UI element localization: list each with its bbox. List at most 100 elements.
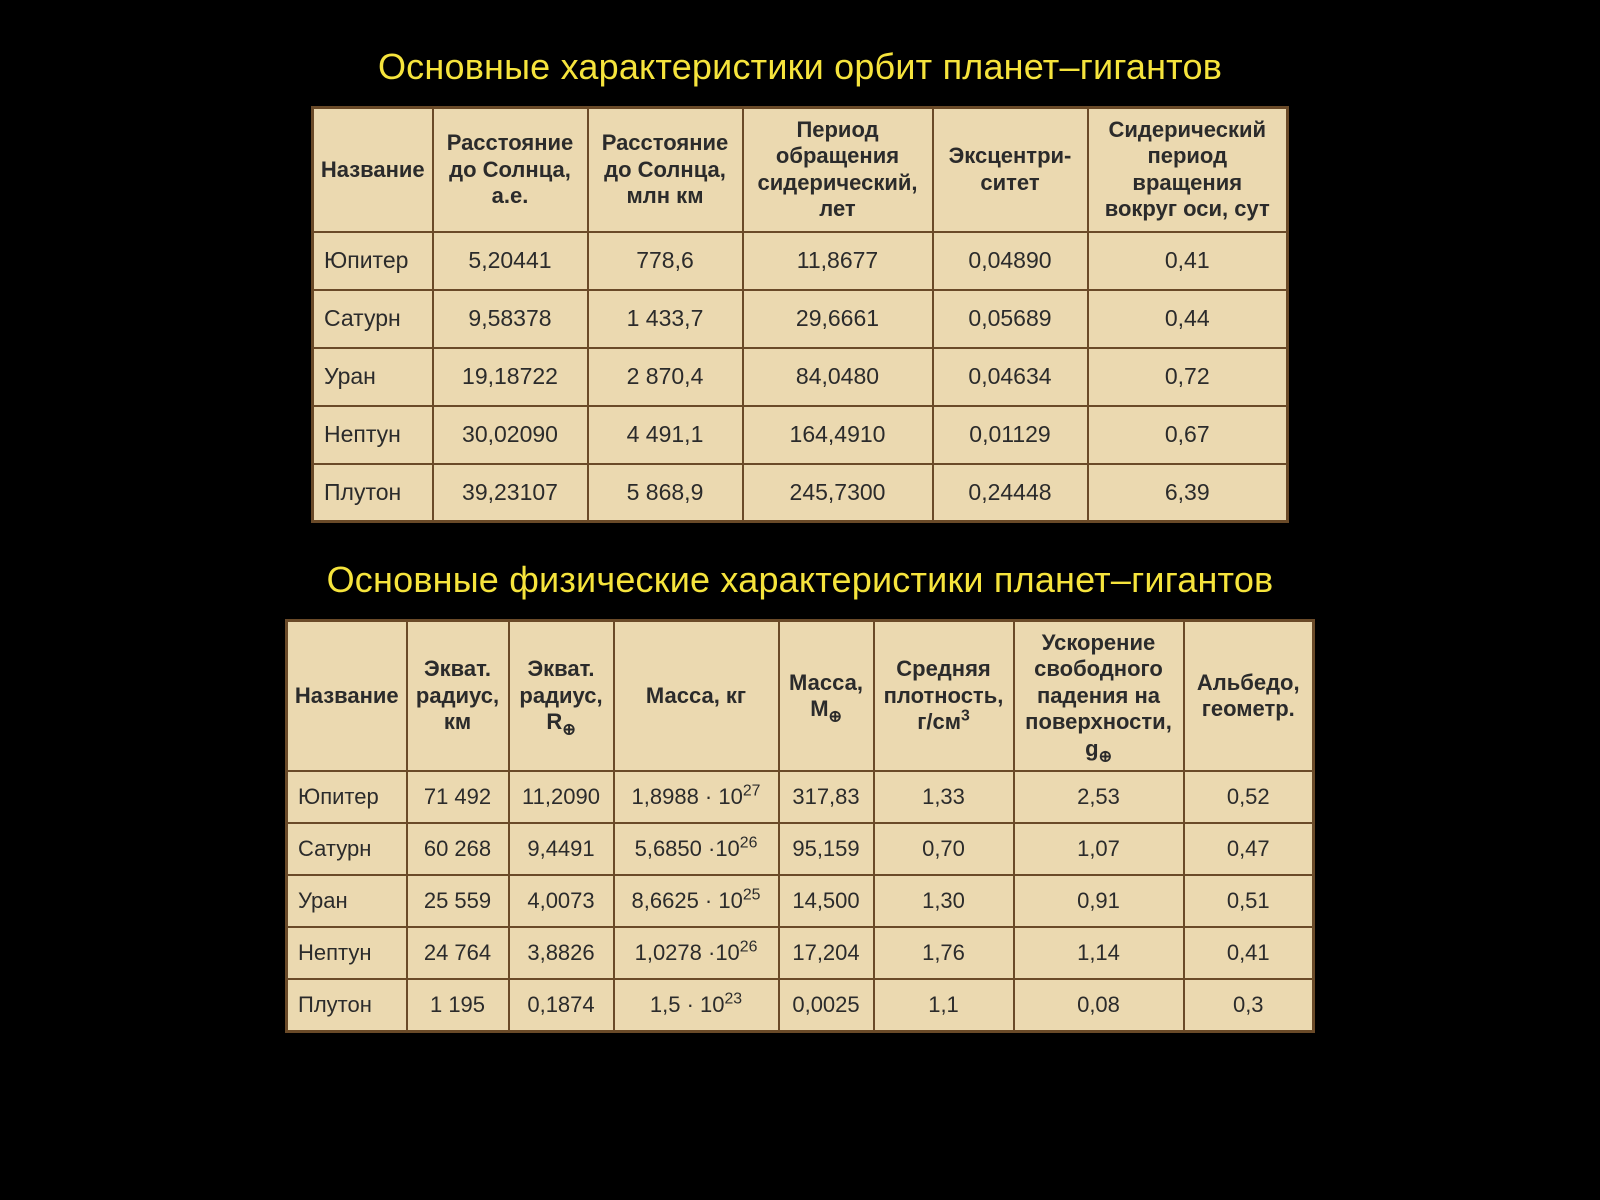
cell: 17,204 — [779, 927, 874, 979]
table-row: Нептун30,020904 491,1164,49100,011290,67 — [313, 406, 1288, 464]
cell: 24 764 — [407, 927, 509, 979]
table-row: Сатурн60 2689,44915,6850 ·102695,1590,70… — [287, 823, 1314, 875]
cell: 4,0073 — [509, 875, 614, 927]
cell: 3,8826 — [509, 927, 614, 979]
cell: 1,76 — [874, 927, 1014, 979]
row-name: Уран — [313, 348, 433, 406]
column-header: Название — [313, 108, 433, 232]
cell: 0,44 — [1088, 290, 1288, 348]
cell: 0,41 — [1088, 232, 1288, 290]
cell: 0,67 — [1088, 406, 1288, 464]
cell: 1,33 — [874, 771, 1014, 823]
cell: 0,01129 — [933, 406, 1088, 464]
column-header: Сидерический период вращения вокруг оси,… — [1088, 108, 1288, 232]
cell: 95,159 — [779, 823, 874, 875]
cell: 5 868,9 — [588, 464, 743, 522]
physical-table-body: Юпитер71 49211,20901,8988 · 1027317,831,… — [287, 771, 1314, 1031]
cell: 164,4910 — [743, 406, 933, 464]
cell: 0,91 — [1014, 875, 1184, 927]
table1-title: Основные характеристики орбит планет–гиг… — [378, 46, 1222, 88]
row-name: Уран — [287, 875, 407, 927]
cell: 1,5 · 1023 — [614, 979, 779, 1031]
column-header: Название — [287, 621, 407, 771]
cell: 39,23107 — [433, 464, 588, 522]
cell: 5,6850 ·1026 — [614, 823, 779, 875]
cell: 0,70 — [874, 823, 1014, 875]
cell: 0,1874 — [509, 979, 614, 1031]
row-name: Юпитер — [313, 232, 433, 290]
cell: 11,2090 — [509, 771, 614, 823]
row-name: Сатурн — [287, 823, 407, 875]
row-name: Плутон — [287, 979, 407, 1031]
cell: 245,7300 — [743, 464, 933, 522]
column-header: Альбедо, геометр. — [1184, 621, 1314, 771]
table-row: Юпитер71 49211,20901,8988 · 1027317,831,… — [287, 771, 1314, 823]
row-name: Нептун — [313, 406, 433, 464]
orbit-table-head: НазваниеРасстояние до Солнца, а.е.Рассто… — [313, 108, 1288, 232]
table-row: Нептун24 7643,88261,0278 ·102617,2041,76… — [287, 927, 1314, 979]
column-header: Эксцентри-ситет — [933, 108, 1088, 232]
cell: 0,08 — [1014, 979, 1184, 1031]
column-header: Период обращения сидерический, лет — [743, 108, 933, 232]
column-header: Масса, кг — [614, 621, 779, 771]
table2-title: Основные физические характеристики плане… — [327, 559, 1274, 601]
cell: 11,8677 — [743, 232, 933, 290]
cell: 84,0480 — [743, 348, 933, 406]
row-name: Юпитер — [287, 771, 407, 823]
cell: 19,18722 — [433, 348, 588, 406]
cell: 1,8988 · 1027 — [614, 771, 779, 823]
cell: 71 492 — [407, 771, 509, 823]
cell: 0,0025 — [779, 979, 874, 1031]
column-header: Средняя плотность, г/см3 — [874, 621, 1014, 771]
cell: 2 870,4 — [588, 348, 743, 406]
table-row: Юпитер5,20441778,611,86770,048900,41 — [313, 232, 1288, 290]
cell: 0,41 — [1184, 927, 1314, 979]
cell: 0,3 — [1184, 979, 1314, 1031]
cell: 5,20441 — [433, 232, 588, 290]
cell: 2,53 — [1014, 771, 1184, 823]
cell: 6,39 — [1088, 464, 1288, 522]
cell: 0,24448 — [933, 464, 1088, 522]
table-row: Сатурн9,583781 433,729,66610,056890,44 — [313, 290, 1288, 348]
column-header: Расстояние до Солнца, млн км — [588, 108, 743, 232]
column-header: Экват. радиус, R⊕ — [509, 621, 614, 771]
cell: 29,6661 — [743, 290, 933, 348]
row-name: Нептун — [287, 927, 407, 979]
table-row: Уран19,187222 870,484,04800,046340,72 — [313, 348, 1288, 406]
cell: 9,58378 — [433, 290, 588, 348]
page-root: Основные характеристики орбит планет–гиг… — [0, 0, 1600, 1200]
cell: 1,14 — [1014, 927, 1184, 979]
cell: 0,05689 — [933, 290, 1088, 348]
cell: 0,04890 — [933, 232, 1088, 290]
orbit-table: НазваниеРасстояние до Солнца, а.е.Рассто… — [311, 106, 1289, 523]
orbit-table-body: Юпитер5,20441778,611,86770,048900,41Сату… — [313, 232, 1288, 522]
cell: 9,4491 — [509, 823, 614, 875]
column-header: Масса, M⊕ — [779, 621, 874, 771]
column-header: Расстояние до Солнца, а.е. — [433, 108, 588, 232]
cell: 30,02090 — [433, 406, 588, 464]
cell: 1,1 — [874, 979, 1014, 1031]
row-name: Плутон — [313, 464, 433, 522]
physical-table: НазваниеЭкват. радиус, кмЭкват. радиус, … — [285, 619, 1315, 1032]
table-row: Плутон39,231075 868,9245,73000,244486,39 — [313, 464, 1288, 522]
cell: 1,30 — [874, 875, 1014, 927]
cell: 1 433,7 — [588, 290, 743, 348]
cell: 317,83 — [779, 771, 874, 823]
cell: 778,6 — [588, 232, 743, 290]
cell: 14,500 — [779, 875, 874, 927]
cell: 0,72 — [1088, 348, 1288, 406]
cell: 8,6625 · 1025 — [614, 875, 779, 927]
cell: 4 491,1 — [588, 406, 743, 464]
table-row: Уран25 5594,00738,6625 · 102514,5001,300… — [287, 875, 1314, 927]
cell: 1,07 — [1014, 823, 1184, 875]
cell: 0,04634 — [933, 348, 1088, 406]
cell: 60 268 — [407, 823, 509, 875]
column-header: Ускорение свободного падения на поверхно… — [1014, 621, 1184, 771]
cell: 0,51 — [1184, 875, 1314, 927]
cell: 1 195 — [407, 979, 509, 1031]
cell: 25 559 — [407, 875, 509, 927]
physical-table-head: НазваниеЭкват. радиус, кмЭкват. радиус, … — [287, 621, 1314, 771]
table-header-row: НазваниеРасстояние до Солнца, а.е.Рассто… — [313, 108, 1288, 232]
column-header: Экват. радиус, км — [407, 621, 509, 771]
row-name: Сатурн — [313, 290, 433, 348]
